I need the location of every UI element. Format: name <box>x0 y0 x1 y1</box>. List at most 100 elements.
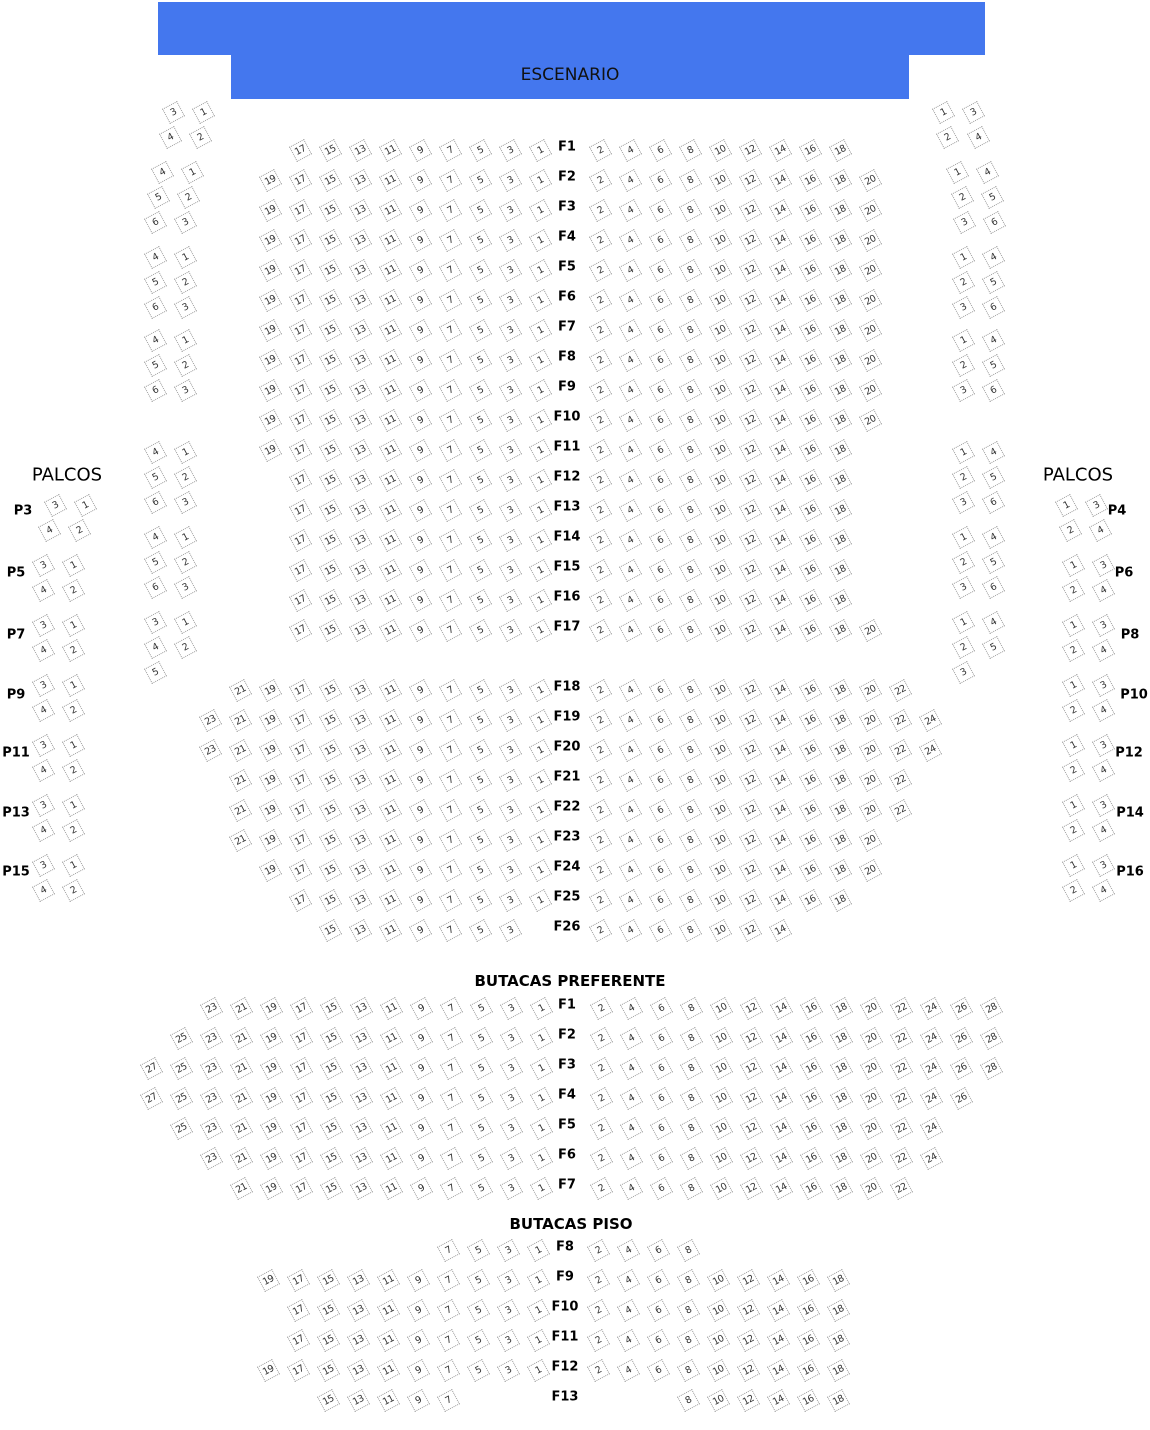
seat[interactable]: 8 <box>678 828 702 852</box>
seat[interactable]: 22 <box>889 1176 913 1200</box>
palco-seat[interactable]: 4 <box>31 698 55 722</box>
seat[interactable]: 13 <box>348 828 372 852</box>
box-seat[interactable]: 3 <box>951 660 975 684</box>
seat[interactable]: 16 <box>798 288 822 312</box>
seat[interactable]: 18 <box>826 1388 850 1412</box>
seat[interactable]: 11 <box>376 1358 400 1382</box>
seat[interactable]: 20 <box>859 996 883 1020</box>
seat[interactable]: 13 <box>348 408 372 432</box>
seat[interactable]: 16 <box>798 798 822 822</box>
seat[interactable]: 10 <box>709 1086 733 1110</box>
seat[interactable]: 5 <box>468 408 492 432</box>
seat[interactable]: 2 <box>589 1176 613 1200</box>
seat[interactable]: 23 <box>199 1116 223 1140</box>
seat[interactable]: 2 <box>588 438 612 462</box>
seat[interactable]: 13 <box>348 168 372 192</box>
box-seat[interactable]: 3 <box>161 100 185 124</box>
seat[interactable]: 18 <box>828 408 852 432</box>
box-seat[interactable]: 5 <box>143 550 167 574</box>
seat[interactable]: 6 <box>648 798 672 822</box>
seat[interactable]: 11 <box>378 888 402 912</box>
seat[interactable]: 2 <box>589 1116 613 1140</box>
seat[interactable]: 11 <box>378 798 402 822</box>
seat[interactable]: 15 <box>319 1056 343 1080</box>
seat[interactable]: 18 <box>826 1328 850 1352</box>
box-seat[interactable]: 5 <box>980 185 1004 209</box>
seat[interactable]: 14 <box>768 768 792 792</box>
seat[interactable]: 12 <box>738 468 762 492</box>
seat[interactable]: 5 <box>468 498 492 522</box>
seat[interactable]: 7 <box>436 1268 460 1292</box>
seat[interactable]: 13 <box>348 348 372 372</box>
seat[interactable]: 1 <box>529 1086 553 1110</box>
seat[interactable]: 5 <box>469 1086 493 1110</box>
seat[interactable]: 25 <box>169 1116 193 1140</box>
seat[interactable]: 19 <box>259 1086 283 1110</box>
seat[interactable]: 25 <box>169 1086 193 1110</box>
seat[interactable]: 6 <box>648 618 672 642</box>
seat[interactable]: 13 <box>349 1056 373 1080</box>
seat[interactable]: 1 <box>528 678 552 702</box>
seat[interactable]: 18 <box>829 1176 853 1200</box>
seat[interactable]: 3 <box>498 768 522 792</box>
seat[interactable]: 24 <box>919 1086 943 1110</box>
seat[interactable]: 9 <box>406 1328 430 1352</box>
seat[interactable]: 22 <box>888 768 912 792</box>
seat[interactable]: 15 <box>318 738 342 762</box>
seat[interactable]: 8 <box>679 1086 703 1110</box>
seat[interactable]: 6 <box>649 1026 673 1050</box>
seat[interactable]: 6 <box>648 168 672 192</box>
box-seat[interactable]: 3 <box>173 378 197 402</box>
seat[interactable]: 7 <box>438 138 462 162</box>
seat[interactable]: 22 <box>889 996 913 1020</box>
seat[interactable]: 20 <box>858 708 882 732</box>
seat[interactable]: 10 <box>708 378 732 402</box>
seat[interactable]: 10 <box>709 1176 733 1200</box>
seat[interactable]: 2 <box>588 678 612 702</box>
seat[interactable]: 4 <box>618 258 642 282</box>
seat[interactable]: 7 <box>438 678 462 702</box>
seat[interactable]: 19 <box>258 288 282 312</box>
seat[interactable]: 16 <box>799 1146 823 1170</box>
seat[interactable]: 3 <box>498 468 522 492</box>
seat[interactable]: 1 <box>528 588 552 612</box>
seat[interactable]: 2 <box>588 528 612 552</box>
seat[interactable]: 4 <box>618 408 642 432</box>
seat[interactable]: 3 <box>498 828 522 852</box>
seat[interactable]: 16 <box>798 168 822 192</box>
seat[interactable]: 13 <box>349 1026 373 1050</box>
seat[interactable]: 2 <box>589 1026 613 1050</box>
seat[interactable]: 20 <box>858 798 882 822</box>
seat[interactable]: 16 <box>798 558 822 582</box>
seat[interactable]: 2 <box>588 468 612 492</box>
seat[interactable]: 7 <box>438 558 462 582</box>
palco-seat[interactable]: 3 <box>1084 493 1108 517</box>
seat[interactable]: 13 <box>346 1358 370 1382</box>
seat[interactable]: 8 <box>678 198 702 222</box>
seat[interactable]: 16 <box>799 1026 823 1050</box>
seat[interactable]: 10 <box>708 468 732 492</box>
seat[interactable]: 1 <box>528 288 552 312</box>
seat[interactable]: 13 <box>348 378 372 402</box>
box-seat[interactable]: 6 <box>981 378 1005 402</box>
seat[interactable]: 1 <box>528 888 552 912</box>
seat[interactable]: 7 <box>438 468 462 492</box>
seat[interactable]: 22 <box>888 708 912 732</box>
seat[interactable]: 6 <box>648 378 672 402</box>
seat[interactable]: 7 <box>438 828 462 852</box>
seat[interactable]: 10 <box>708 858 732 882</box>
seat[interactable]: 19 <box>259 1026 283 1050</box>
seat[interactable]: 9 <box>408 618 432 642</box>
seat[interactable]: 22 <box>889 1086 913 1110</box>
seat[interactable]: 14 <box>769 1176 793 1200</box>
seat[interactable]: 11 <box>378 198 402 222</box>
seat[interactable]: 6 <box>648 348 672 372</box>
seat[interactable]: 15 <box>318 138 342 162</box>
seat[interactable]: 18 <box>829 996 853 1020</box>
seat[interactable]: 8 <box>679 1116 703 1140</box>
seat[interactable]: 23 <box>199 1056 223 1080</box>
seat[interactable]: 4 <box>618 918 642 942</box>
seat[interactable]: 15 <box>318 888 342 912</box>
seat[interactable]: 5 <box>468 288 492 312</box>
seat[interactable]: 11 <box>378 438 402 462</box>
